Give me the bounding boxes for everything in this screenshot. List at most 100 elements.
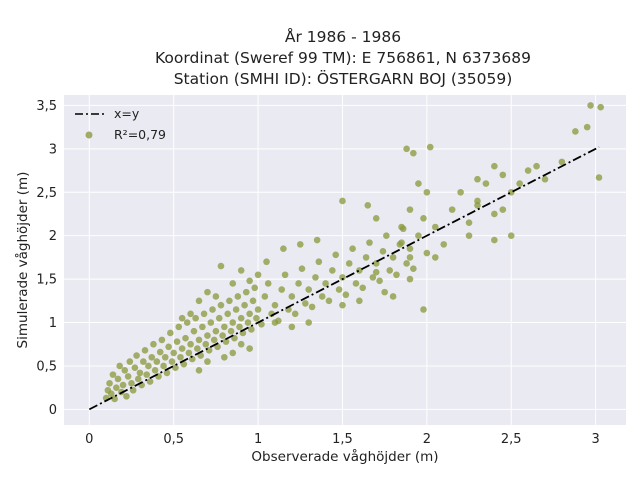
- data-point: [474, 175, 481, 183]
- data-point: [595, 174, 603, 181]
- data-point: [113, 384, 120, 391]
- data-point: [364, 201, 372, 209]
- data-point: [356, 267, 363, 274]
- data-point: [271, 301, 279, 309]
- data-point: [362, 254, 370, 261]
- data-point: [431, 223, 439, 231]
- data-point: [491, 210, 498, 218]
- data-point: [415, 232, 422, 239]
- data-point: [474, 201, 481, 209]
- data-point: [199, 323, 206, 331]
- data-point: [541, 175, 549, 183]
- y-tick-label: 3,5: [36, 99, 57, 114]
- data-point: [156, 348, 164, 356]
- data-point: [403, 260, 410, 267]
- data-point: [227, 327, 235, 335]
- data-point: [597, 103, 604, 111]
- y-tick-label: 0: [49, 403, 57, 418]
- scatter-points: [102, 102, 604, 403]
- data-point: [183, 319, 191, 326]
- data-point: [499, 206, 507, 213]
- data-point: [248, 326, 255, 333]
- data-point: [136, 369, 144, 377]
- data-point: [305, 319, 313, 326]
- y-tick-label: 0,5: [36, 359, 57, 374]
- data-point: [465, 232, 473, 239]
- data-point: [558, 158, 566, 166]
- data-point: [308, 303, 316, 311]
- data-point: [366, 239, 373, 246]
- legend: x=y R²=0,79: [75, 106, 166, 142]
- y-tick-label: 2,5: [36, 186, 57, 201]
- data-point: [420, 306, 427, 313]
- data-point: [212, 293, 220, 300]
- data-point: [173, 338, 181, 345]
- data-point: [572, 128, 579, 135]
- data-point: [195, 366, 203, 374]
- data-point: [234, 293, 242, 300]
- data-point: [524, 167, 532, 174]
- data-point: [491, 162, 498, 170]
- data-point: [192, 314, 199, 322]
- x-tick-label: 0,5: [163, 432, 184, 447]
- x-axis-ticks: 0 0,5 1 1,5 2 2,5 3: [85, 432, 600, 447]
- data-point: [119, 381, 127, 389]
- data-point: [207, 319, 215, 326]
- data-point: [389, 293, 397, 300]
- data-point: [298, 265, 306, 272]
- data-point: [150, 340, 157, 348]
- data-point: [507, 188, 515, 196]
- data-point: [178, 314, 186, 322]
- data-point: [246, 345, 253, 352]
- data-point: [209, 306, 216, 313]
- data-point: [281, 271, 289, 279]
- data-point: [261, 293, 269, 300]
- data-point: [204, 288, 211, 296]
- data-point: [163, 369, 171, 377]
- data-point: [339, 274, 346, 281]
- data-point: [389, 254, 397, 261]
- data-point: [111, 395, 118, 403]
- data-point: [116, 362, 123, 370]
- data-point: [229, 319, 237, 326]
- y-axis-ticks: 0 0,5 1 1,5 2 2,5 3 3,5: [36, 99, 57, 418]
- data-point: [254, 271, 262, 279]
- data-point: [200, 310, 208, 318]
- data-point: [204, 358, 211, 365]
- y-tick-label: 1: [49, 316, 57, 331]
- data-point: [583, 123, 591, 131]
- data-point: [170, 349, 177, 357]
- data-point: [381, 288, 388, 296]
- x-tick-label: 0: [85, 432, 93, 447]
- data-point: [406, 245, 414, 253]
- data-point: [383, 232, 390, 239]
- data-point: [440, 241, 448, 248]
- data-point: [423, 188, 431, 196]
- data-point: [313, 236, 321, 244]
- data-point: [249, 297, 257, 305]
- data-point: [168, 358, 176, 365]
- data-point: [295, 280, 302, 287]
- data-point: [195, 297, 203, 305]
- data-point: [482, 180, 490, 187]
- data-point: [342, 291, 350, 299]
- chart-title-line-2: Koordinat (Sweref 99 TM): E 756861, N 63…: [155, 49, 531, 67]
- legend-marker-swatch: [85, 131, 93, 139]
- data-point: [222, 338, 230, 345]
- data-point: [215, 314, 223, 322]
- data-point: [160, 362, 167, 370]
- y-axis-label: Simulerade våghöjder (m): [14, 172, 31, 349]
- data-point: [398, 239, 405, 246]
- data-point: [345, 260, 353, 267]
- reference-line: [88, 146, 600, 411]
- data-point: [134, 375, 142, 383]
- data-point: [126, 358, 134, 365]
- data-point: [302, 300, 309, 307]
- data-point: [305, 286, 313, 293]
- data-point: [172, 364, 179, 371]
- x-tick-label: 3: [591, 432, 599, 447]
- data-point: [339, 197, 346, 205]
- data-point: [148, 353, 156, 361]
- data-point: [187, 310, 194, 318]
- data-point: [587, 102, 594, 109]
